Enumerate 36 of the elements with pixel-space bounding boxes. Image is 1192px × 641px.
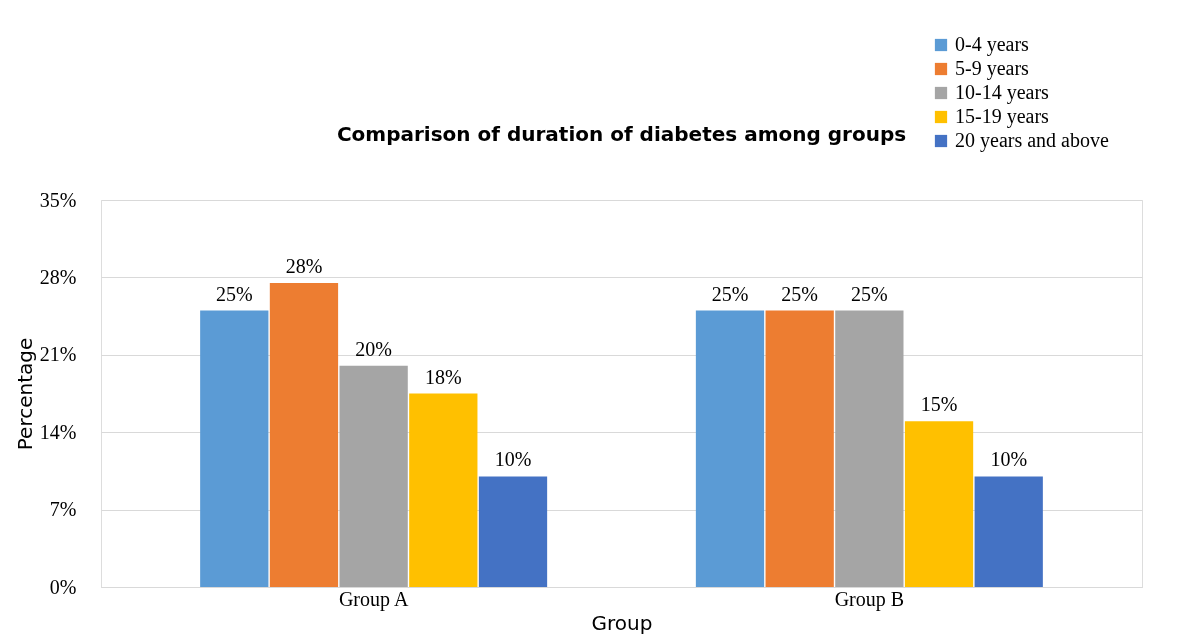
bar	[765, 310, 834, 587]
y-tick-label: 28%	[39, 265, 77, 288]
y-tick-label: 0%	[49, 575, 77, 598]
data-label: 25%	[711, 282, 749, 305]
y-tick-label: 7%	[49, 498, 77, 521]
y-tick-label: 21%	[39, 343, 77, 366]
bar	[478, 476, 548, 587]
y-tick-label: 35%	[39, 188, 77, 211]
data-label: 25%	[215, 282, 253, 305]
legend-label: 15-19 years	[955, 105, 1050, 128]
bar	[269, 282, 339, 587]
legend-label: 5-9 years	[955, 57, 1030, 80]
y-tick-label: 14%	[39, 420, 77, 443]
data-label: 10%	[494, 448, 532, 471]
bar	[974, 476, 1043, 587]
bar	[339, 365, 408, 587]
data-label: 20%	[355, 337, 392, 360]
legend-label: 0-4 years	[955, 33, 1030, 56]
bar	[409, 393, 478, 587]
data-label: 25%	[781, 282, 819, 305]
data-label: 10%	[990, 448, 1028, 471]
bar	[200, 310, 269, 587]
data-label: 25%	[851, 282, 888, 305]
legend-label: 10-14 years	[955, 81, 1050, 104]
data-label: 15%	[920, 393, 958, 416]
x-axis-title: Group	[591, 610, 653, 635]
legend-label: 20 years and above	[955, 129, 1109, 152]
bar	[835, 310, 904, 587]
data-label: 18%	[424, 365, 462, 388]
x-tick-label: Group A	[338, 587, 409, 611]
bar	[904, 421, 974, 587]
bar	[695, 310, 765, 587]
y-axis-title: Percentage	[12, 337, 37, 451]
chart-title: Comparison of duration of diabetes among groups	[336, 122, 907, 146]
x-tick-label: Group B	[834, 587, 905, 611]
data-label: 28%	[285, 254, 323, 277]
